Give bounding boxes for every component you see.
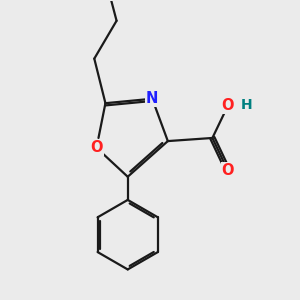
Text: O: O xyxy=(222,164,234,178)
Text: O: O xyxy=(222,98,234,113)
Text: H: H xyxy=(241,98,253,112)
Text: O: O xyxy=(90,140,103,155)
Text: N: N xyxy=(146,91,158,106)
